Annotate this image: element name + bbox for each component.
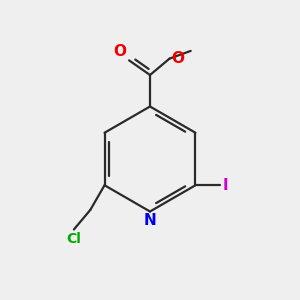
Text: N: N [144, 213, 156, 228]
Text: I: I [223, 178, 228, 193]
Text: O: O [171, 50, 184, 65]
Text: O: O [114, 44, 127, 59]
Text: Cl: Cl [67, 232, 81, 247]
